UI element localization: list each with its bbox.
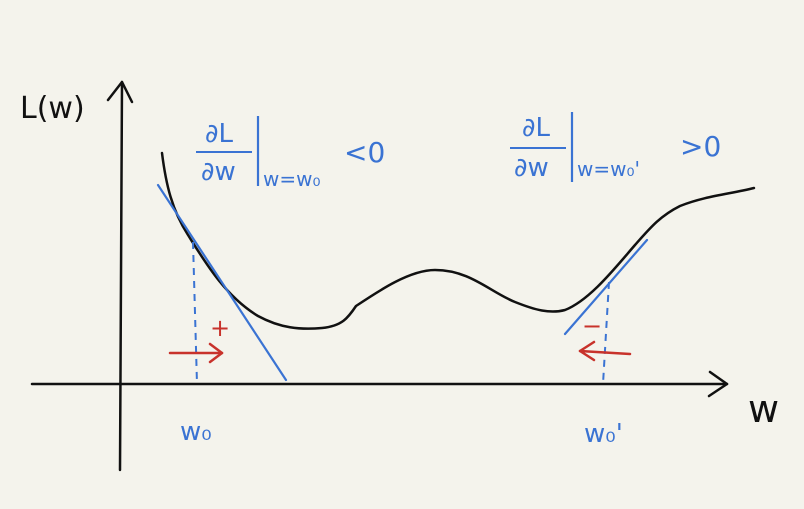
x-axis-arrowhead: [707, 370, 729, 398]
right-step-arrow: [578, 340, 632, 362]
left-step-sign: +: [210, 314, 230, 342]
right-step-sign: −: [582, 312, 602, 340]
right-derivative-point: w=w₀': [577, 157, 640, 181]
left-step-arrow: [168, 342, 224, 364]
right-derivative-annotation: ∂L ∂w w=w₀' >0: [510, 112, 721, 183]
right-point-label: w₀': [584, 419, 623, 449]
x-axis-label: w: [748, 387, 779, 431]
left-tangent-line: [156, 183, 288, 382]
right-derivative-denominator: ∂w: [514, 153, 549, 183]
left-dashed-projection: [192, 241, 198, 385]
y-axis-arrowhead: [106, 80, 134, 104]
y-axis-label: L(w): [20, 91, 85, 126]
left-derivative-denominator: ∂w: [201, 157, 236, 187]
y-axis: [118, 80, 124, 472]
left-derivative-numerator: ∂L: [205, 119, 233, 149]
left-derivative-relation: <0: [344, 136, 385, 169]
right-derivative-numerator: ∂L: [522, 113, 550, 143]
left-derivative-annotation: ∂L ∂w w=w₀ <0: [196, 116, 385, 191]
right-dashed-projection: [602, 281, 610, 385]
loss-curve: [160, 151, 756, 330]
right-derivative-relation: >0: [680, 130, 721, 163]
axes: [30, 80, 729, 472]
right-tangent-line: [563, 238, 649, 336]
left-point-label: w₀: [180, 417, 212, 447]
left-derivative-point: w=w₀: [263, 167, 321, 191]
